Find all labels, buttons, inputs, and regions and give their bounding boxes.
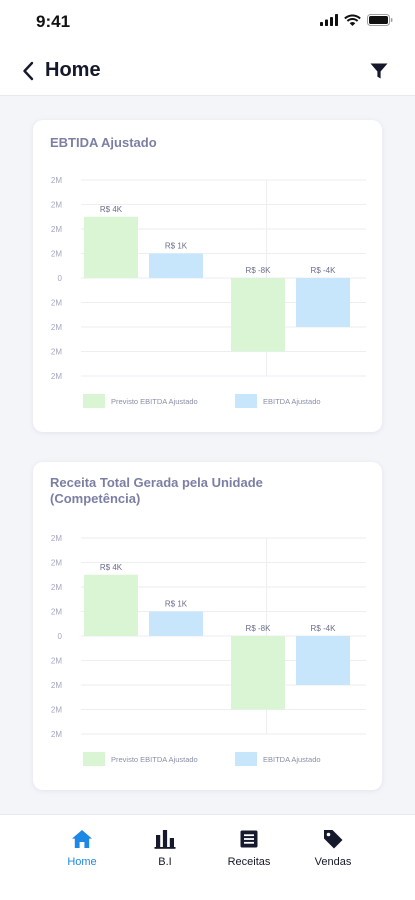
legend-swatch [83,752,105,766]
bar[interactable] [231,278,285,352]
nav-label: B.I [158,856,172,868]
nav-home[interactable]: Home [37,827,127,868]
y-tick-label: 2M [51,730,62,739]
status-bar: 9:41 [0,0,415,46]
bar-value-label: R$ -4K [311,266,337,275]
y-tick-label: 2M [51,250,62,259]
filter-icon [370,63,388,79]
y-tick-label: 0 [58,274,63,283]
back-button[interactable] [16,58,40,84]
legend-label: EBITDA Ajustado [263,755,321,764]
bar[interactable] [84,216,138,278]
signal-icon [320,14,338,26]
nav-vendas[interactable]: Vendas [288,827,378,868]
y-tick-label: 2M [51,372,62,381]
home-icon [70,827,94,851]
bar[interactable] [149,253,203,279]
chevron-left-icon [23,61,34,81]
dashboard-content[interactable]: EBTIDA Ajustado 2M 2M 2M 2M 0 2M 2M 2M 2M R$ 4K R$… [0,96,415,814]
bar[interactable] [296,636,350,685]
card-title: EBTIDA Ajustado [50,135,157,150]
bar-value-label: R$ -8K [246,266,272,275]
nav-receitas[interactable]: Receitas [204,827,294,868]
wifi-icon [344,14,361,26]
receita-card: Receita Total Gerada pela Unidade (Compe… [33,462,382,790]
nav-label: Vendas [314,856,352,868]
bar-value-label: R$ 4K [100,563,123,572]
bottom-nav: Home B.I Receitas [0,814,415,900]
ebitda-card: EBTIDA Ajustado 2M 2M 2M 2M 0 2M 2M 2M 2M R$ 4K R$… [33,120,382,432]
bar-value-label: R$ 1K [165,600,188,609]
page-title: Home [45,59,101,81]
legend-label: Previsto EBITDA Ajustado [111,755,198,764]
y-tick-label: 2M [51,225,62,234]
nav-label: Home [67,856,97,868]
filter-button[interactable] [369,61,391,83]
list-icon [237,827,261,851]
y-tick-label: 2M [51,706,62,715]
nav-label: Receitas [227,856,271,868]
legend-swatch [235,752,257,766]
app-header: Home [0,46,415,96]
bar[interactable] [84,574,138,636]
y-tick-label: 2M [51,559,62,568]
bar-chart-icon [153,827,177,851]
bar-value-label: R$ -4K [311,624,337,633]
receita-chart: 2M 2M 2M 2M 0 2M 2M 2M 2M R$ 4K R$ -8K R$ 1K R$ -4K P… [51,534,366,766]
legend-label: EBITDA Ajustado [263,397,321,406]
y-tick-label: 2M [51,657,62,666]
bar[interactable] [296,278,350,327]
status-time: 9:41 [36,12,71,31]
legend-label: Previsto EBITDA Ajustado [111,397,198,406]
y-tick-label: 2M [51,299,62,308]
bar-value-label: R$ -8K [246,624,272,633]
y-tick-label: 2M [51,534,62,543]
y-tick-label: 0 [58,632,63,641]
nav-bi[interactable]: B.I [120,827,210,868]
y-tick-label: 2M [51,176,62,185]
status-icons [320,14,393,26]
bar-value-label: R$ 1K [165,242,188,251]
bar[interactable] [149,611,203,637]
bar[interactable] [231,636,285,710]
ebitda-chart: 2M 2M 2M 2M 0 2M 2M 2M 2M R$ 4K R$ -8K R$ 1K R$ -4K P… [51,176,366,408]
y-tick-label: 2M [51,348,62,357]
y-tick-label: 2M [51,201,62,210]
y-tick-label: 2M [51,681,62,690]
tag-icon [321,827,345,851]
legend-swatch [83,394,105,408]
y-tick-label: 2M [51,323,62,332]
legend-swatch [235,394,257,408]
y-tick-label: 2M [51,583,62,592]
card-title: Receita Total Gerada pela Unidade (Compe… [50,475,263,506]
battery-icon [367,14,393,26]
y-tick-label: 2M [51,608,62,617]
bar-value-label: R$ 4K [100,205,123,214]
